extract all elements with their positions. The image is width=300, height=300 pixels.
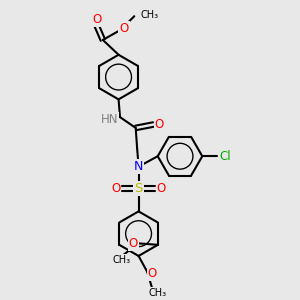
Text: CH₃: CH₃ bbox=[149, 288, 167, 298]
Text: O: O bbox=[111, 182, 120, 195]
Text: O: O bbox=[148, 267, 157, 280]
Text: O: O bbox=[92, 14, 102, 26]
Text: O: O bbox=[129, 237, 138, 250]
Text: O: O bbox=[154, 118, 164, 131]
Text: HN: HN bbox=[100, 113, 118, 126]
Text: O: O bbox=[119, 22, 129, 35]
Text: S: S bbox=[134, 182, 143, 195]
Text: CH₃: CH₃ bbox=[112, 255, 130, 265]
Text: N: N bbox=[134, 160, 143, 173]
Text: O: O bbox=[157, 182, 166, 195]
Text: CH₃: CH₃ bbox=[141, 10, 159, 20]
Text: Cl: Cl bbox=[219, 150, 231, 163]
